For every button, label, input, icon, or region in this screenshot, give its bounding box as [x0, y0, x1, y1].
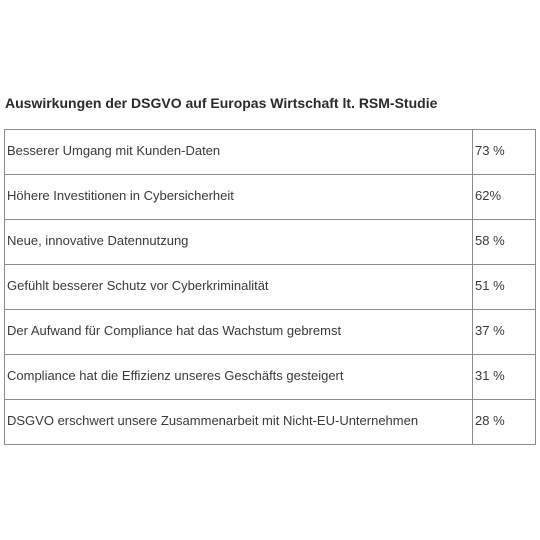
table-title: Auswirkungen der DSGVO auf Europas Wirts…: [5, 95, 438, 111]
table-row: Gefühlt besserer Schutz vor Cyberkrimina…: [4, 264, 536, 310]
row-label: Neue, innovative Datennutzung: [4, 219, 473, 265]
table-row: Besserer Umgang mit Kunden-Daten 73 %: [4, 129, 536, 175]
table-row: Höhere Investitionen in Cybersicherheit …: [4, 174, 536, 220]
row-value: 62%: [472, 174, 536, 220]
row-label: DSGVO erschwert unsere Zusammenarbeit mi…: [4, 399, 473, 445]
table-row: Der Aufwand für Compliance hat das Wachs…: [4, 309, 536, 355]
row-label: Besserer Umgang mit Kunden-Daten: [4, 129, 473, 175]
row-label: Compliance hat die Effizienz unseres Ges…: [4, 354, 473, 400]
row-label: Gefühlt besserer Schutz vor Cyberkrimina…: [4, 264, 473, 310]
row-value: 28 %: [472, 399, 536, 445]
row-value: 73 %: [472, 129, 536, 175]
row-label: Der Aufwand für Compliance hat das Wachs…: [4, 309, 473, 355]
row-label: Höhere Investitionen in Cybersicherheit: [4, 174, 473, 220]
results-table: Besserer Umgang mit Kunden-Daten 73 % Hö…: [4, 129, 536, 445]
table-row: Neue, innovative Datennutzung 58 %: [4, 219, 536, 265]
row-value: 31 %: [472, 354, 536, 400]
table-row: DSGVO erschwert unsere Zusammenarbeit mi…: [4, 399, 536, 445]
row-value: 58 %: [472, 219, 536, 265]
table-row: Compliance hat die Effizienz unseres Ges…: [4, 354, 536, 400]
row-value: 51 %: [472, 264, 536, 310]
row-value: 37 %: [472, 309, 536, 355]
